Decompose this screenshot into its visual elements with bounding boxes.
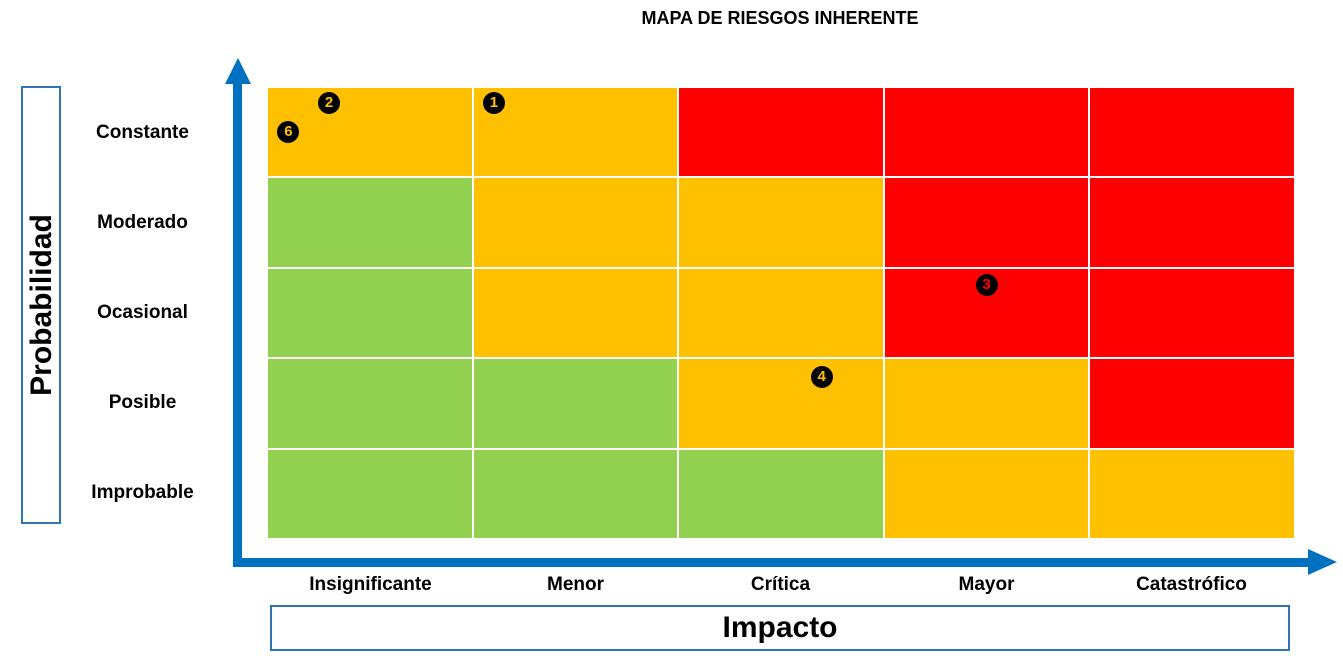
matrix-cell <box>1090 359 1294 448</box>
matrix-cell: 4 <box>679 359 883 448</box>
matrix-cell <box>473 359 678 448</box>
matrix-cell <box>268 449 472 538</box>
x-axis-arrow-icon <box>1308 549 1337 575</box>
matrix-cell <box>884 178 1089 267</box>
matrix-cell <box>679 178 883 267</box>
col-label-menor: Menor <box>547 574 604 595</box>
matrix-cell <box>268 268 472 358</box>
matrix-cell <box>679 449 883 538</box>
matrix-cell <box>679 88 883 177</box>
matrix-cell <box>1090 449 1294 538</box>
matrix-cell <box>1090 268 1294 358</box>
col-label-catastrofico: Catastrófico <box>1136 574 1247 595</box>
x-axis-title: Impacto <box>722 611 838 644</box>
col-label-insignificante: Insignificante <box>309 574 432 595</box>
row-label-posible: Posible <box>108 392 177 413</box>
row-label-constante: Constante <box>96 122 189 143</box>
row-label-improbable: Improbable <box>91 482 194 503</box>
matrix-cell <box>1090 88 1294 177</box>
matrix-cell: 1 <box>473 88 678 177</box>
risk-marker-2: 2 <box>318 92 341 115</box>
x-axis-title-box: Impacto <box>270 605 1290 651</box>
matrix-cell <box>473 178 678 267</box>
col-label-mayor: Mayor <box>958 574 1015 595</box>
risk-marker-1: 1 <box>482 92 505 115</box>
matrix-cell <box>473 449 678 538</box>
matrix-cell <box>473 268 678 358</box>
matrix-cell: 3 <box>884 268 1089 358</box>
matrix-cell <box>884 359 1089 448</box>
chart-title: MAPA DE RIESGOS INHERENTE <box>641 8 919 28</box>
row-label-moderado: Moderado <box>97 212 188 233</box>
risk-marker-4: 4 <box>810 365 833 388</box>
matrix-cell <box>884 88 1089 177</box>
y-axis-title: Probabilidad <box>25 214 58 396</box>
risk-marker-6: 6 <box>277 121 300 144</box>
y-axis-line <box>233 76 242 567</box>
col-label-critica: Crítica <box>750 574 811 595</box>
y-axis-arrow-icon <box>225 58 251 84</box>
matrix-cell <box>268 178 472 267</box>
y-axis-title-box <box>21 86 61 524</box>
matrix-cell <box>1090 178 1294 267</box>
matrix-cell <box>884 449 1089 538</box>
risk-marker-3: 3 <box>975 273 998 296</box>
matrix-cell <box>679 268 883 358</box>
matrix-cell <box>268 359 472 448</box>
row-label-ocasional: Ocasional <box>97 302 188 323</box>
x-axis-line <box>233 558 1311 567</box>
